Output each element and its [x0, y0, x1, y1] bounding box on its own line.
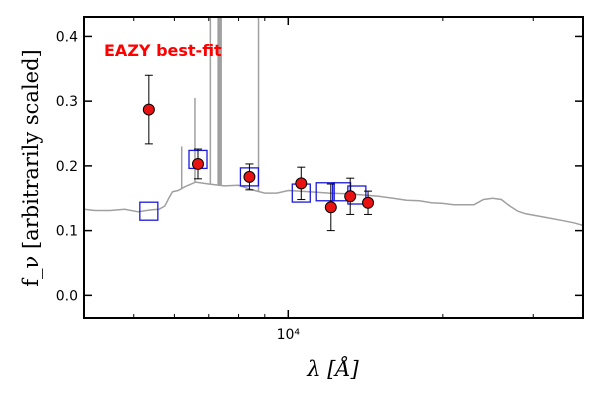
- x-tick-label: 10⁴: [277, 327, 301, 343]
- y-tick-label: 0.3: [56, 94, 78, 110]
- y-tick-label: 0.2: [56, 159, 78, 175]
- observed-photometry-point: [142, 103, 155, 116]
- y-tick-label: 0.1: [56, 224, 78, 240]
- observed-photometry-point: [344, 190, 357, 203]
- observed-photometry-point: [295, 177, 308, 190]
- axes: 0.0 0.1 0.2 0.3 0.4 10⁴: [56, 16, 584, 343]
- x-axis-label: λ [Å]: [306, 356, 359, 381]
- plot-clipped: [84, 17, 583, 232]
- y-axis-label: f_ν [arbitrarily scaled]: [19, 49, 43, 286]
- annotation-eazy-best-fit: EAZY best-fit: [104, 41, 222, 60]
- observed-photometry-point: [243, 170, 256, 183]
- observed-photometry-point: [324, 201, 337, 214]
- template-spectrum-line: [84, 181, 583, 227]
- plot-area: [84, 17, 583, 232]
- observed-photometry-point: [192, 157, 205, 170]
- y-tick-label: 0.4: [56, 29, 78, 45]
- observed-photometry-point: [362, 196, 375, 209]
- model-photometry-point: [139, 201, 159, 221]
- model-photometry-point: [315, 182, 335, 202]
- plot-frame: [83, 16, 584, 319]
- y-tick-label: 0.0: [56, 288, 78, 304]
